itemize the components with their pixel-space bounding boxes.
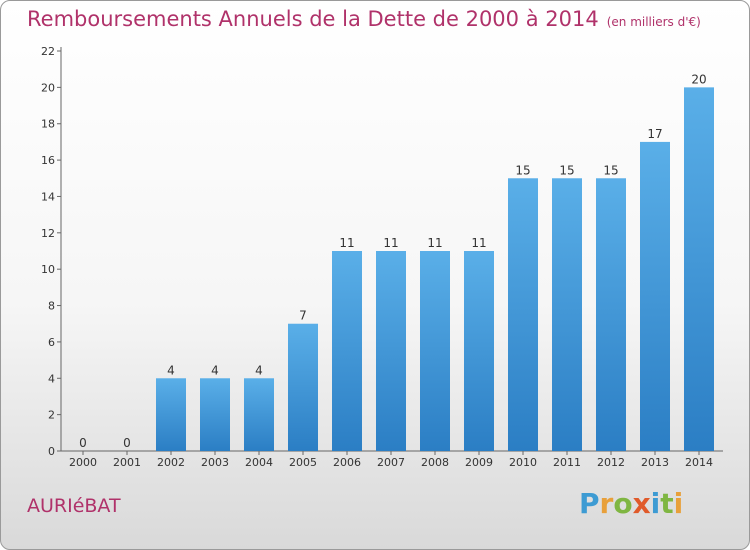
x-tick-label: 2012	[597, 456, 625, 469]
bar-2007	[376, 251, 406, 451]
logo-letter-i2: i	[673, 487, 684, 520]
logo-letter-t: t	[660, 487, 674, 520]
x-tick-label: 2006	[333, 456, 361, 469]
data-label-2012: 15	[603, 163, 618, 177]
logo-letter-x: x	[632, 487, 651, 520]
chart-title-text: Remboursements Annuels de la Dette de 20…	[27, 7, 599, 31]
bar-2008	[420, 251, 450, 451]
y-tick-label: 4	[48, 372, 55, 385]
chart-title: Remboursements Annuels de la Dette de 20…	[27, 7, 701, 31]
data-labels: 0 0 4 4 4 7 11 11 11 11 15 15 15 17 20	[79, 72, 706, 450]
bar-2013	[640, 141, 670, 451]
x-tick-label: 2000	[69, 456, 97, 469]
y-tick-label: 18	[41, 118, 55, 131]
x-tick-label: 2011	[553, 456, 581, 469]
data-label-2011: 15	[559, 163, 574, 177]
y-tick-label: 6	[48, 336, 55, 349]
bar-2014	[684, 87, 714, 451]
x-tick-label: 2014	[685, 456, 713, 469]
unit-note: (en milliers d'€)	[606, 15, 701, 29]
bar-2009	[464, 251, 494, 451]
bar-2011	[552, 178, 582, 452]
y-tick-label: 2	[48, 409, 55, 422]
data-label-2013: 17	[647, 127, 662, 141]
y-tick-label: 20	[41, 81, 55, 94]
bar-2004	[244, 378, 274, 451]
data-label-2008: 11	[427, 236, 442, 250]
x-tick-label: 2004	[245, 456, 273, 469]
logo-letter-p: P	[579, 487, 600, 520]
x-tick-label: 2013	[641, 456, 669, 469]
logo-letter-o: o	[613, 487, 633, 520]
x-tick-label: 2007	[377, 456, 405, 469]
bar-2012	[596, 178, 626, 452]
logo-letter-i: i	[650, 487, 661, 520]
data-label-2010: 15	[515, 163, 530, 177]
bar-2002	[156, 378, 186, 451]
x-tick-label: 2003	[201, 456, 229, 469]
bar-2005	[288, 323, 318, 451]
y-tick-label: 22	[41, 45, 55, 58]
x-tick-label: 2009	[465, 456, 493, 469]
data-label-2004: 4	[255, 363, 263, 377]
x-tick-label: 2005	[289, 456, 317, 469]
data-label-2009: 11	[471, 236, 486, 250]
commune-name: AURIéBAT	[27, 495, 121, 517]
bars	[156, 87, 714, 452]
data-label-2000: 0	[79, 436, 87, 450]
bar-2003	[200, 378, 230, 451]
x-tick-label: 2002	[157, 456, 185, 469]
data-label-2003: 4	[211, 363, 219, 377]
data-label-2006: 11	[339, 236, 354, 250]
logo-letter-r: r	[599, 487, 614, 520]
bar-2010	[508, 178, 538, 452]
x-tick-label: 2010	[509, 456, 537, 469]
data-label-2005: 7	[299, 309, 307, 323]
y-tick-label: 14	[41, 190, 55, 203]
data-label-2001: 0	[123, 436, 131, 450]
data-label-2014: 20	[691, 72, 706, 86]
x-tick-label: 2008	[421, 456, 449, 469]
y-tick-label: 10	[41, 263, 55, 276]
data-label-2007: 11	[383, 236, 398, 250]
bar-2006	[332, 251, 362, 451]
y-tick-label: 0	[48, 445, 55, 458]
y-tick-label: 8	[48, 300, 55, 313]
data-label-2002: 4	[167, 363, 175, 377]
x-tick-label: 2001	[113, 456, 141, 469]
y-tick-label: 12	[41, 227, 55, 240]
y-tick-label: 16	[41, 154, 55, 167]
proxiti-logo: Proxiti	[579, 487, 683, 520]
